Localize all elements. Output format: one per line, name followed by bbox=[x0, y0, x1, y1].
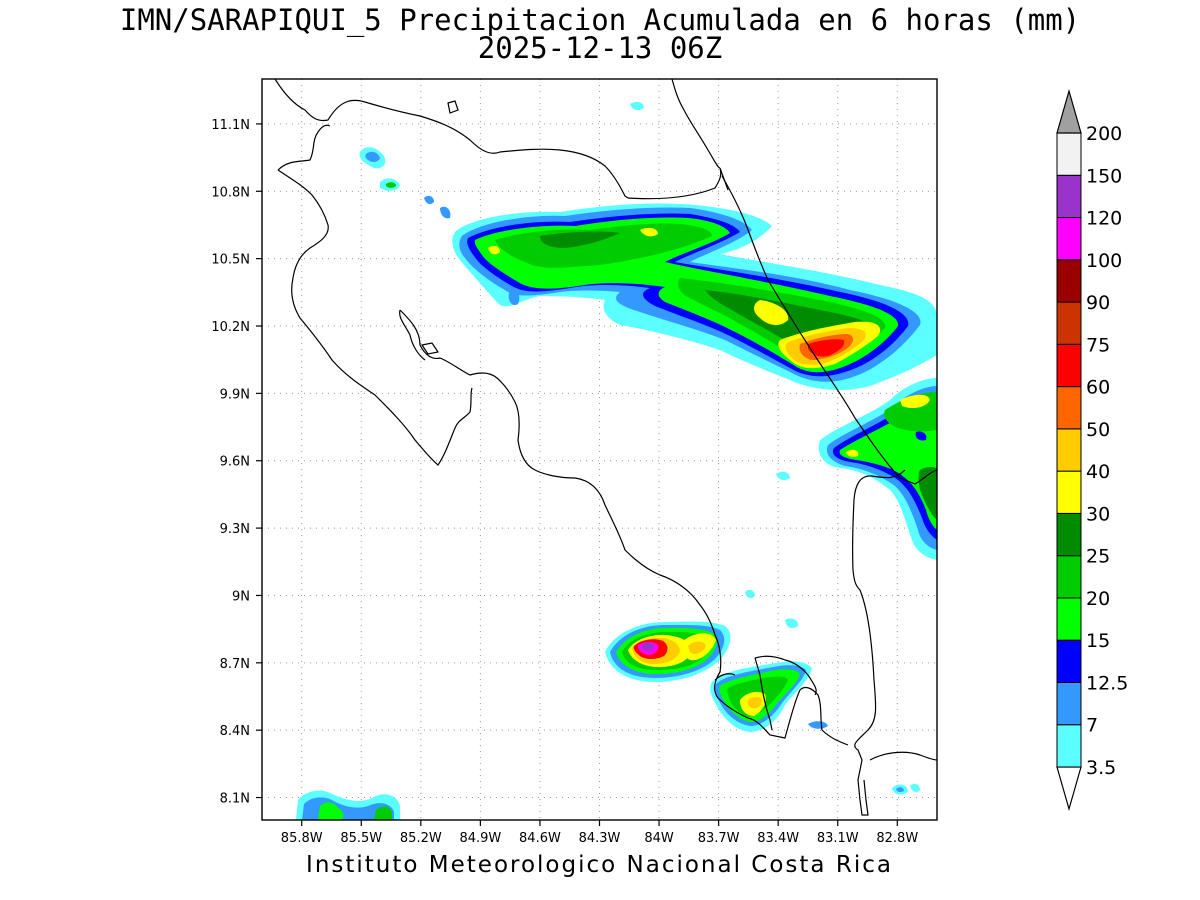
y-tick-label: 9.6N bbox=[220, 455, 250, 470]
colorbar-label: 12.5 bbox=[1086, 672, 1128, 694]
colorbar-swatch bbox=[1056, 597, 1082, 641]
map-datetime: 2025-12-13 06Z bbox=[477, 31, 723, 65]
y-tick-label: 10.8N bbox=[211, 185, 250, 200]
colorbar-swatch bbox=[1056, 555, 1082, 599]
colorbar-swatch bbox=[1056, 386, 1082, 430]
x-tick-label: 85.2W bbox=[400, 831, 442, 846]
x-tick-label: 84W bbox=[644, 831, 674, 846]
map-title: IMN/SARAPIQUI_5 Precipitacion Acumulada … bbox=[119, 3, 1081, 37]
colorbar-label: 75 bbox=[1086, 334, 1110, 356]
precip-cell-south bbox=[605, 621, 731, 682]
x-tick-label: 84.9W bbox=[459, 831, 501, 846]
colorbar-swatch bbox=[1056, 301, 1082, 345]
colorbar-label: 30 bbox=[1086, 503, 1110, 525]
y-tick-label: 8.4N bbox=[220, 724, 250, 739]
y-tick-label: 9N bbox=[232, 589, 250, 604]
precip-scattered-cells bbox=[296, 101, 920, 820]
colorbar-swatch bbox=[1056, 470, 1082, 514]
colorbar-label: 3.5 bbox=[1086, 757, 1116, 779]
colorbar-label: 7 bbox=[1086, 715, 1098, 737]
y-tick-label: 10.5N bbox=[211, 253, 250, 268]
precip-band-north bbox=[452, 203, 937, 390]
x-tick-label: 82.8W bbox=[876, 831, 918, 846]
y-tick-label: 8.7N bbox=[220, 657, 250, 672]
longitude-axis: 85.8W 85.5W 85.2W 84.9W 84.6W 84.3W 84W 83.7W 83… bbox=[281, 820, 918, 846]
y-tick-label: 11.1N bbox=[211, 118, 250, 133]
map-plot-area bbox=[262, 79, 937, 820]
colorbar-swatch bbox=[1056, 217, 1082, 261]
x-tick-label: 83.4W bbox=[757, 831, 799, 846]
colorbar-label: 40 bbox=[1086, 461, 1110, 483]
colorbar-underflow-triangle bbox=[1056, 766, 1082, 812]
x-tick-label: 85.5W bbox=[340, 831, 382, 846]
coastline-borders bbox=[274, 79, 937, 816]
x-tick-label: 84.3W bbox=[579, 831, 621, 846]
colorbar-swatch bbox=[1056, 681, 1082, 726]
colorbar-label: 90 bbox=[1086, 292, 1110, 314]
y-tick-label: 9.9N bbox=[220, 387, 250, 402]
colorbar-overflow-triangle bbox=[1056, 88, 1082, 134]
colorbar-swatch bbox=[1056, 639, 1082, 683]
colorbar-swatch bbox=[1056, 259, 1082, 303]
colorbar-swatch bbox=[1056, 724, 1082, 768]
colorbar-label: 15 bbox=[1086, 630, 1110, 652]
colorbar-label: 120 bbox=[1086, 208, 1122, 230]
y-tick-label: 8.1N bbox=[220, 792, 250, 807]
colorbar-swatch bbox=[1056, 343, 1082, 388]
precip-band-east bbox=[818, 378, 937, 560]
x-tick-label: 83.7W bbox=[698, 831, 740, 846]
credit-footer: Instituto Meteorologico Nacional Costa R… bbox=[306, 852, 893, 878]
colorbar-label: 60 bbox=[1086, 377, 1110, 399]
colorbar-swatch bbox=[1056, 174, 1082, 219]
colorbar-swatch bbox=[1056, 512, 1082, 557]
x-tick-label: 85.8W bbox=[281, 831, 323, 846]
y-tick-label: 10.2N bbox=[211, 320, 250, 335]
colorbar-label: 50 bbox=[1086, 419, 1110, 441]
colorbar-label: 200 bbox=[1086, 123, 1122, 145]
colorbar-swatch bbox=[1056, 428, 1082, 472]
colorbar-label: 100 bbox=[1086, 250, 1122, 272]
colorbar-label: 150 bbox=[1086, 165, 1122, 187]
y-tick-label: 9.3N bbox=[220, 522, 250, 537]
x-tick-label: 84.6W bbox=[519, 831, 561, 846]
colorbar-label: 25 bbox=[1086, 546, 1110, 568]
colorbar-swatch bbox=[1056, 132, 1082, 176]
latitude-axis: 11.1N 10.8N 10.5N 10.2N 9.9N 9.6N 9.3N 9N 8.7N 8.… bbox=[211, 118, 262, 807]
x-tick-label: 83.1W bbox=[817, 831, 859, 846]
colorbar-label: 20 bbox=[1086, 588, 1110, 610]
precip-cell-southeast bbox=[710, 661, 828, 732]
colorbar-legend: 3.5 7 12.5 15 20 25 30 40 50 60 75 90 100 120 150 200 bbox=[1056, 88, 1128, 812]
